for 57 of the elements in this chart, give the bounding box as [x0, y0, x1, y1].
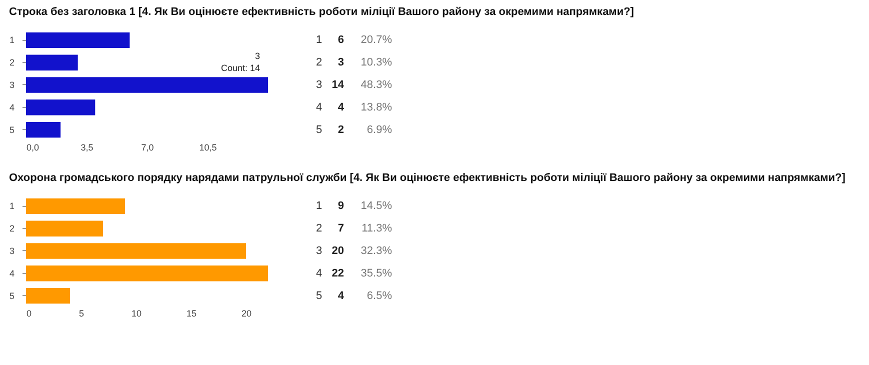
data-label: 4 [338, 101, 345, 114]
data-label: 2 [338, 124, 344, 136]
y-tick-label: 2 [316, 56, 322, 69]
y-tick-label: 3 [316, 245, 322, 257]
x-tick-label: 10,5 [199, 142, 217, 152]
text: 10.3% [360, 56, 392, 69]
y-tick-label: 4 [316, 101, 322, 114]
data-label: 9 [338, 200, 344, 212]
category-label: 1 [9, 201, 14, 212]
text: 13.8% [360, 101, 392, 114]
y-tick-label: 1 [316, 200, 322, 212]
category-label: 2 [9, 58, 14, 68]
data-label: 14 [332, 79, 345, 91]
bar [26, 220, 103, 236]
data-label: 20 [332, 245, 344, 257]
y-tick-label: 2 [316, 222, 322, 235]
data-label: 7 [338, 222, 344, 235]
category-label: 5 [9, 290, 14, 301]
y-tick-label: 3 [316, 79, 322, 91]
text: Строка без заголовка 1 [4. Як Ви оцінюєте ефективність роботи міліції Вашого району за окремими напрямками?] [8, 6, 634, 18]
text: 32.3% [360, 245, 392, 257]
y-tick-label: 5 [316, 290, 322, 302]
category-label: 5 [9, 124, 14, 135]
x-tick-label: 10 [131, 308, 142, 318]
bar [26, 266, 268, 282]
bar [26, 243, 246, 259]
category-label: 3 [9, 80, 14, 90]
y-tick-label: 5 [316, 124, 322, 136]
category-label: 2 [9, 224, 14, 234]
data-label: 22 [332, 267, 344, 280]
x-tick-label: 20 [241, 308, 252, 318]
text: 11.3% [362, 222, 392, 235]
text: 6.5% [366, 290, 392, 302]
bar [26, 288, 70, 304]
data-label: 4 [338, 290, 345, 302]
y-tick-label: 1 [316, 34, 322, 46]
data-label: 6 [338, 34, 344, 46]
x-tick-label: 5 [78, 308, 84, 318]
text: 35.5% [360, 267, 392, 280]
text: Охорона громадського порядку нарядами патрульної служби [4. Як Ви оцінюєте ефективність роботи міліції Вашого району за окремими напрямками?] [8, 172, 846, 184]
text: 6.9% [366, 124, 392, 136]
bar [26, 198, 125, 214]
x-tick-label: 15 [186, 308, 197, 318]
category-label: 3 [9, 246, 14, 256]
x-tick-label: 0,0 [26, 142, 40, 152]
data-label: 3 [338, 56, 344, 69]
text: 14.5% [360, 200, 392, 212]
x-tick-label: 7,0 [141, 142, 154, 152]
x-tick-label: 3,5 [80, 142, 94, 152]
annotation: 3 Count: 14 [220, 51, 260, 73]
x-tick-label: 0 [26, 308, 32, 318]
text: 20.7% [360, 34, 392, 46]
category-label: 4 [9, 102, 14, 112]
category-label: 1 [9, 35, 14, 46]
category-label: 4 [9, 268, 14, 278]
text: 48.3% [360, 79, 392, 91]
y-tick-label: 4 [316, 267, 322, 280]
